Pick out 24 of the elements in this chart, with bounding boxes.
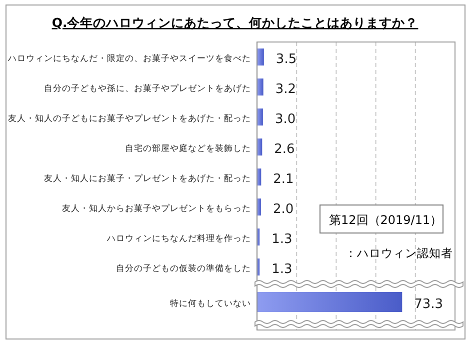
chart-title: Q.今年のハロウィンにあたって、何かしたことはありますか？	[52, 15, 418, 30]
y-tick-label: 自分の子どもの仮装の準備をした	[116, 263, 251, 274]
y-tick-label: 友人・知人からお菓子やプレゼントをもらった	[62, 203, 251, 214]
y-tick-label: 友人・知人にお菓子・プレゼントをあげた・配った	[44, 173, 251, 184]
y-tick-label: 特に何もしていない	[170, 298, 251, 309]
data-label: 2.0	[272, 202, 294, 217]
annotation: 第12回（2019/11）	[329, 213, 442, 227]
data-label: 3.0	[274, 112, 296, 127]
y-tick-label: 友人・知人の子どもにお菓子やプレゼントをあげた・配った	[8, 113, 251, 124]
data-label: 73.3	[414, 297, 444, 312]
data-label: 3.5	[276, 52, 297, 67]
bar	[257, 78, 264, 96]
y-tick-label: ハロウィンにちなんだ・限定の、お菓子やスイーツを食べた	[7, 53, 251, 64]
y-tick-label: 自宅の部屋や庭などを装飾した	[125, 143, 251, 154]
annotation: ：ハロウィン認知者	[345, 246, 453, 260]
data-label: 2.1	[273, 172, 294, 187]
bar	[257, 108, 263, 126]
data-label: 1.3	[272, 262, 292, 277]
data-label: 2.6	[274, 142, 295, 157]
y-tick-label: 自分の子どもや孫に、お菓子やプレゼントをあげた	[44, 83, 251, 94]
y-tick-label: ハロウィンにちなんだ料理を作った	[106, 233, 251, 244]
data-label: 1.3	[272, 232, 292, 247]
bar	[257, 48, 264, 66]
data-label: 3.2	[275, 82, 296, 97]
